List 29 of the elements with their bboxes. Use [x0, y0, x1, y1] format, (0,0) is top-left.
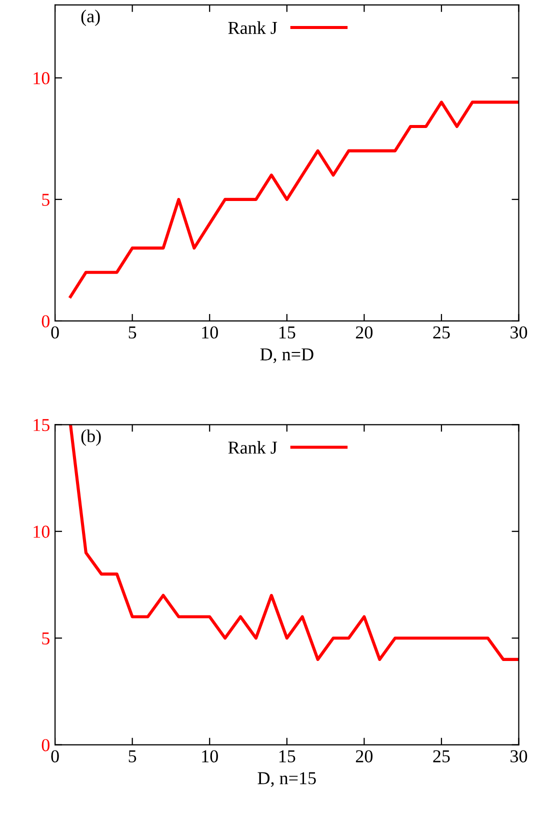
x-tick-label: 0 [51, 750, 59, 762]
legend-label: Rank J [228, 441, 278, 454]
x-axis-title: D, n=D [260, 348, 314, 364]
annotation: (b) [81, 429, 101, 446]
y-tick-label: 0 [42, 739, 50, 752]
x-tick-label: 20 [356, 326, 373, 339]
annotation: (a) [81, 10, 100, 26]
x-tick-label: 20 [356, 750, 373, 762]
x-tick-label: 30 [510, 750, 528, 762]
x-tick-label: 5 [128, 750, 136, 762]
y-tick-label: 15 [34, 419, 50, 432]
x-tick-label: 15 [279, 750, 296, 762]
y-tick-label: 10 [34, 72, 50, 84]
y-tick-label: 5 [42, 194, 50, 206]
x-tick-label: 5 [128, 326, 136, 339]
x-tick-label: 10 [202, 750, 218, 762]
x-tick-label: 15 [279, 326, 296, 339]
legend-label: Rank J [228, 21, 278, 34]
x-axis-title: D, n=15 [258, 772, 316, 787]
x-tick-label: 30 [510, 326, 528, 339]
x-tick-label: 25 [433, 750, 450, 762]
x-tick-label: 0 [51, 326, 59, 339]
line-series [68, 100, 519, 298]
y-tick-label: 5 [42, 632, 50, 645]
line-series [68, 424, 519, 661]
x-tick-label: 25 [433, 326, 450, 339]
y-tick-label: 0 [42, 315, 50, 328]
x-tick-label: 10 [202, 326, 218, 339]
y-tick-label: 10 [34, 526, 50, 538]
